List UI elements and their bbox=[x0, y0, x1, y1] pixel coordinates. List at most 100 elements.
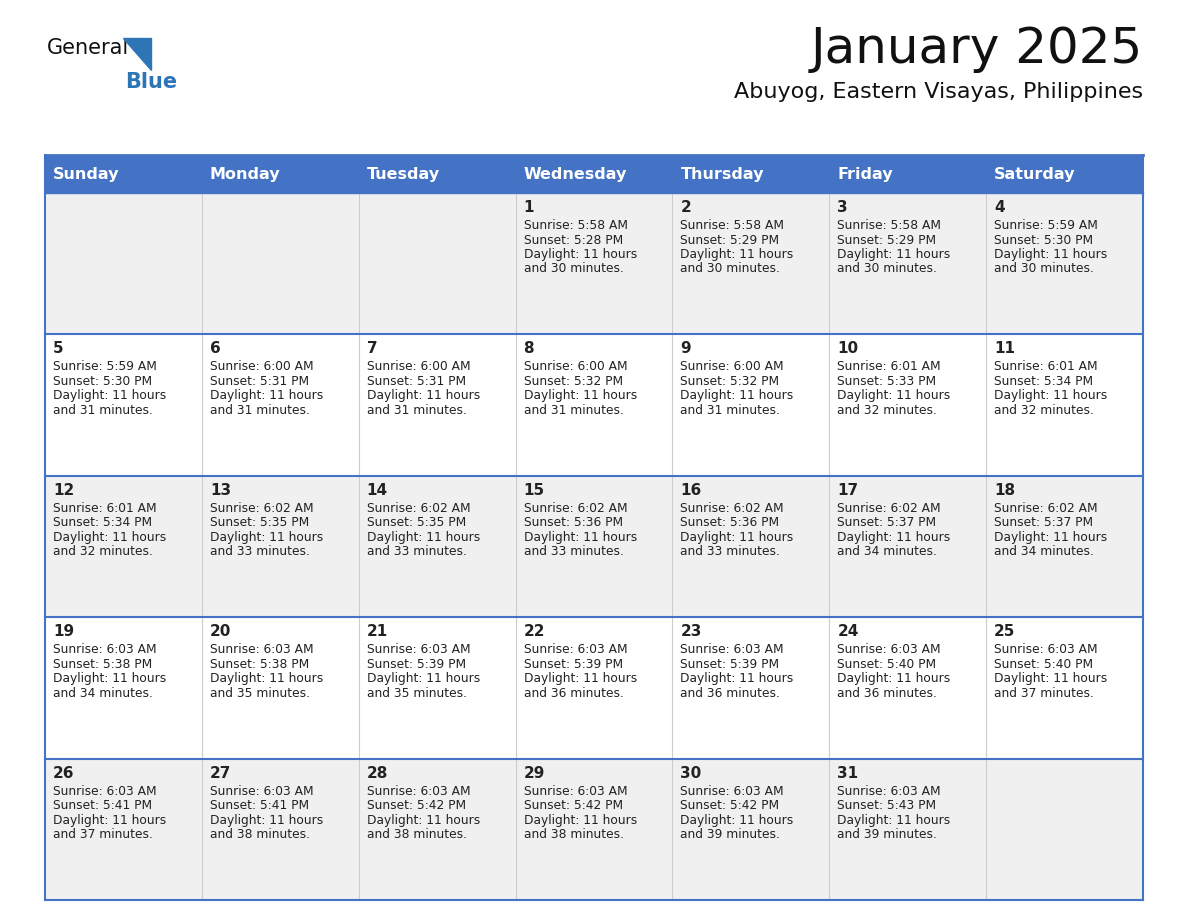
Text: and 39 minutes.: and 39 minutes. bbox=[838, 828, 937, 841]
Text: Daylight: 11 hours: Daylight: 11 hours bbox=[681, 248, 794, 261]
Text: Daylight: 11 hours: Daylight: 11 hours bbox=[524, 531, 637, 543]
Text: Daylight: 11 hours: Daylight: 11 hours bbox=[210, 531, 323, 543]
Text: Sunset: 5:32 PM: Sunset: 5:32 PM bbox=[524, 375, 623, 388]
Text: Sunset: 5:34 PM: Sunset: 5:34 PM bbox=[53, 516, 152, 530]
Text: Sunrise: 6:03 AM: Sunrise: 6:03 AM bbox=[53, 644, 157, 656]
Text: 7: 7 bbox=[367, 341, 378, 356]
Text: Sunrise: 6:02 AM: Sunrise: 6:02 AM bbox=[838, 502, 941, 515]
Text: Friday: Friday bbox=[838, 166, 893, 182]
Bar bbox=[45, 155, 1143, 193]
Bar bbox=[202, 476, 359, 617]
Text: and 30 minutes.: and 30 minutes. bbox=[994, 263, 1094, 275]
Text: Tuesday: Tuesday bbox=[367, 166, 440, 182]
Text: Sunset: 5:31 PM: Sunset: 5:31 PM bbox=[210, 375, 309, 388]
Text: General: General bbox=[48, 38, 129, 58]
Text: 20: 20 bbox=[210, 624, 232, 639]
Text: 24: 24 bbox=[838, 624, 859, 639]
Text: Sunset: 5:41 PM: Sunset: 5:41 PM bbox=[210, 799, 309, 812]
Text: Sunrise: 6:01 AM: Sunrise: 6:01 AM bbox=[994, 361, 1098, 374]
Text: Daylight: 11 hours: Daylight: 11 hours bbox=[210, 389, 323, 402]
Text: and 35 minutes.: and 35 minutes. bbox=[367, 687, 467, 700]
Text: Sunrise: 6:00 AM: Sunrise: 6:00 AM bbox=[367, 361, 470, 374]
Text: Sunset: 5:37 PM: Sunset: 5:37 PM bbox=[994, 516, 1093, 530]
Text: and 37 minutes.: and 37 minutes. bbox=[994, 687, 1094, 700]
Bar bbox=[202, 334, 359, 476]
Text: Sunrise: 6:00 AM: Sunrise: 6:00 AM bbox=[681, 361, 784, 374]
Text: Thursday: Thursday bbox=[681, 166, 764, 182]
Text: Daylight: 11 hours: Daylight: 11 hours bbox=[53, 531, 166, 543]
Text: Sunrise: 6:02 AM: Sunrise: 6:02 AM bbox=[524, 502, 627, 515]
Text: 31: 31 bbox=[838, 766, 859, 780]
Bar bbox=[829, 334, 986, 476]
Text: 28: 28 bbox=[367, 766, 388, 780]
Text: and 33 minutes.: and 33 minutes. bbox=[367, 545, 467, 558]
Bar bbox=[202, 758, 359, 900]
Text: Monday: Monday bbox=[210, 166, 280, 182]
Text: Sunset: 5:30 PM: Sunset: 5:30 PM bbox=[53, 375, 152, 388]
Text: Daylight: 11 hours: Daylight: 11 hours bbox=[838, 813, 950, 826]
Text: Sunrise: 6:03 AM: Sunrise: 6:03 AM bbox=[838, 785, 941, 798]
Text: Sunset: 5:29 PM: Sunset: 5:29 PM bbox=[838, 233, 936, 247]
Bar bbox=[516, 476, 672, 617]
Text: and 38 minutes.: and 38 minutes. bbox=[210, 828, 310, 841]
Text: 12: 12 bbox=[53, 483, 74, 498]
Bar bbox=[202, 617, 359, 758]
Bar bbox=[516, 617, 672, 758]
Text: Sunset: 5:39 PM: Sunset: 5:39 PM bbox=[681, 657, 779, 671]
Text: 27: 27 bbox=[210, 766, 232, 780]
Text: Sunset: 5:39 PM: Sunset: 5:39 PM bbox=[524, 657, 623, 671]
Text: Sunset: 5:42 PM: Sunset: 5:42 PM bbox=[367, 799, 466, 812]
Text: Sunset: 5:43 PM: Sunset: 5:43 PM bbox=[838, 799, 936, 812]
Text: 22: 22 bbox=[524, 624, 545, 639]
Text: and 38 minutes.: and 38 minutes. bbox=[367, 828, 467, 841]
Text: 4: 4 bbox=[994, 200, 1005, 215]
Text: and 30 minutes.: and 30 minutes. bbox=[524, 263, 624, 275]
Text: Sunset: 5:35 PM: Sunset: 5:35 PM bbox=[367, 516, 466, 530]
Text: Sunday: Sunday bbox=[53, 166, 120, 182]
Text: and 36 minutes.: and 36 minutes. bbox=[681, 687, 781, 700]
Text: Sunset: 5:34 PM: Sunset: 5:34 PM bbox=[994, 375, 1093, 388]
Text: Sunrise: 6:03 AM: Sunrise: 6:03 AM bbox=[524, 644, 627, 656]
Text: Daylight: 11 hours: Daylight: 11 hours bbox=[681, 813, 794, 826]
Bar bbox=[986, 617, 1143, 758]
Text: Daylight: 11 hours: Daylight: 11 hours bbox=[524, 672, 637, 685]
Text: Blue: Blue bbox=[125, 72, 177, 92]
Text: Sunset: 5:42 PM: Sunset: 5:42 PM bbox=[681, 799, 779, 812]
Text: Daylight: 11 hours: Daylight: 11 hours bbox=[681, 389, 794, 402]
Text: Sunrise: 5:58 AM: Sunrise: 5:58 AM bbox=[681, 219, 784, 232]
Text: Sunrise: 6:02 AM: Sunrise: 6:02 AM bbox=[681, 502, 784, 515]
Text: Sunrise: 6:03 AM: Sunrise: 6:03 AM bbox=[681, 644, 784, 656]
Text: Sunset: 5:41 PM: Sunset: 5:41 PM bbox=[53, 799, 152, 812]
Text: Sunrise: 6:03 AM: Sunrise: 6:03 AM bbox=[210, 644, 314, 656]
Bar bbox=[672, 476, 829, 617]
Text: Sunrise: 5:59 AM: Sunrise: 5:59 AM bbox=[994, 219, 1098, 232]
Text: 25: 25 bbox=[994, 624, 1016, 639]
Text: Sunset: 5:36 PM: Sunset: 5:36 PM bbox=[524, 516, 623, 530]
Text: Sunset: 5:42 PM: Sunset: 5:42 PM bbox=[524, 799, 623, 812]
Bar bbox=[516, 758, 672, 900]
Bar bbox=[516, 193, 672, 334]
Text: Daylight: 11 hours: Daylight: 11 hours bbox=[838, 531, 950, 543]
Text: Daylight: 11 hours: Daylight: 11 hours bbox=[210, 813, 323, 826]
Text: Sunset: 5:28 PM: Sunset: 5:28 PM bbox=[524, 233, 623, 247]
Text: Sunrise: 5:58 AM: Sunrise: 5:58 AM bbox=[838, 219, 941, 232]
Bar bbox=[986, 193, 1143, 334]
Text: Daylight: 11 hours: Daylight: 11 hours bbox=[994, 672, 1107, 685]
Text: 29: 29 bbox=[524, 766, 545, 780]
Bar bbox=[359, 193, 516, 334]
Text: Sunrise: 6:01 AM: Sunrise: 6:01 AM bbox=[838, 361, 941, 374]
Bar bbox=[829, 476, 986, 617]
Text: 6: 6 bbox=[210, 341, 221, 356]
Text: Daylight: 11 hours: Daylight: 11 hours bbox=[681, 672, 794, 685]
Text: and 39 minutes.: and 39 minutes. bbox=[681, 828, 781, 841]
Text: and 31 minutes.: and 31 minutes. bbox=[53, 404, 153, 417]
Text: Sunrise: 6:03 AM: Sunrise: 6:03 AM bbox=[681, 785, 784, 798]
Text: Sunrise: 6:02 AM: Sunrise: 6:02 AM bbox=[210, 502, 314, 515]
Text: Sunset: 5:38 PM: Sunset: 5:38 PM bbox=[210, 657, 309, 671]
Text: Sunrise: 6:02 AM: Sunrise: 6:02 AM bbox=[367, 502, 470, 515]
Text: 9: 9 bbox=[681, 341, 691, 356]
Text: and 36 minutes.: and 36 minutes. bbox=[524, 687, 624, 700]
Text: and 36 minutes.: and 36 minutes. bbox=[838, 687, 937, 700]
Bar bbox=[672, 617, 829, 758]
Bar bbox=[516, 334, 672, 476]
